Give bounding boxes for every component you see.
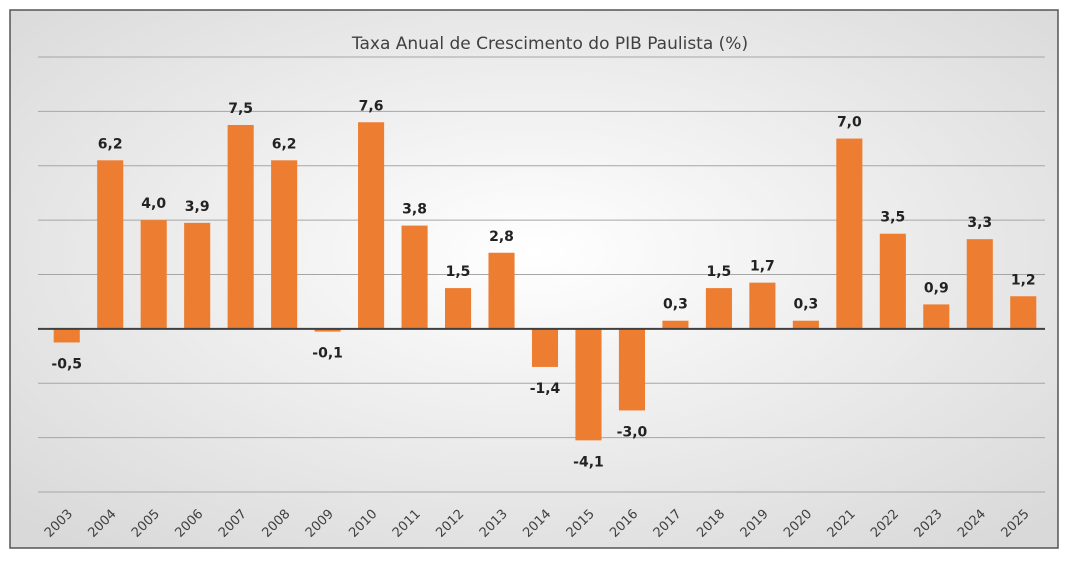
data-label: 3,5 <box>880 210 905 226</box>
data-label: 2,8 <box>489 229 514 245</box>
bar <box>401 225 428 329</box>
bar <box>923 304 950 329</box>
bar <box>227 124 254 329</box>
bar <box>575 328 602 441</box>
bar <box>445 288 472 329</box>
data-label: 6,2 <box>272 136 297 152</box>
bar <box>618 328 645 411</box>
data-label: 3,3 <box>967 215 992 231</box>
bar <box>358 122 385 329</box>
bar <box>966 239 993 329</box>
bar <box>271 160 298 329</box>
bar <box>705 288 732 329</box>
data-label: 0,9 <box>924 280 949 296</box>
data-label: 3,8 <box>402 202 427 218</box>
bar <box>140 220 167 329</box>
data-label: 7,0 <box>837 115 862 131</box>
data-label: 7,5 <box>228 101 253 117</box>
bar <box>184 222 211 329</box>
bar <box>662 320 689 329</box>
data-label: -1,4 <box>530 381 561 397</box>
data-label: 1,5 <box>446 264 471 280</box>
data-label: 1,5 <box>707 264 732 280</box>
bar <box>836 138 863 329</box>
data-label: 0,3 <box>793 297 818 313</box>
bar <box>314 328 341 332</box>
data-label: -4,1 <box>573 454 604 470</box>
data-label: 1,7 <box>750 259 775 275</box>
data-label: -0,1 <box>312 346 343 362</box>
data-label: 7,6 <box>359 98 384 114</box>
bar <box>879 233 906 329</box>
data-label: 3,9 <box>185 199 210 215</box>
bar <box>53 328 80 343</box>
bar <box>97 160 124 329</box>
chart-title: Taxa Anual de Crescimento do PIB Paulist… <box>351 34 748 54</box>
data-label: 0,3 <box>663 297 688 313</box>
bar <box>488 252 515 329</box>
data-label: 4,0 <box>141 196 166 212</box>
bar <box>749 282 776 329</box>
bar <box>792 320 819 329</box>
data-label: -0,5 <box>51 356 82 372</box>
data-label: -3,0 <box>617 424 648 440</box>
data-label: 1,2 <box>1011 272 1036 288</box>
data-label: 6,2 <box>98 136 123 152</box>
bar <box>531 328 559 367</box>
bar <box>1010 296 1037 329</box>
